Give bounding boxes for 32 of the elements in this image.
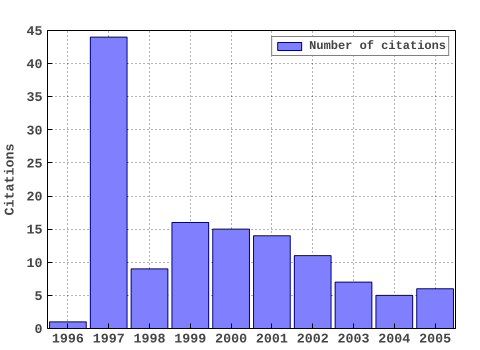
x-tick-label: 2001 <box>256 332 288 348</box>
bar <box>375 294 414 328</box>
y-tick-label: 10 <box>26 256 43 272</box>
bar <box>416 288 454 328</box>
x-tick-label: 2003 <box>338 332 370 348</box>
y-tick-label: 45 <box>26 25 43 40</box>
y-tick-label: 35 <box>26 91 43 106</box>
y-axis-title: Citations <box>4 144 19 216</box>
y-tick-label: 15 <box>26 224 43 239</box>
x-tick-label: 2004 <box>378 332 410 348</box>
bar <box>253 235 291 328</box>
x-tick-label: 2005 <box>419 332 452 348</box>
x-tick-label: 1996 <box>52 332 84 348</box>
bar <box>212 228 250 328</box>
x-tick-label: 2000 <box>215 332 248 348</box>
y-tick-label: 40 <box>26 58 43 74</box>
x-tick-label: 1999 <box>174 332 206 348</box>
y-tick-label: 5 <box>34 290 42 305</box>
y-tick-label: 0 <box>34 323 42 338</box>
x-tick-label: 1997 <box>92 332 125 348</box>
bar <box>171 222 210 328</box>
bar <box>90 36 128 328</box>
bar <box>49 321 87 328</box>
bar <box>130 268 168 328</box>
x-tick-label: 1998 <box>134 332 166 348</box>
y-tick-label: 20 <box>26 190 43 206</box>
y-tick-label: 30 <box>26 124 43 140</box>
y-tick-label: 25 <box>26 157 43 172</box>
x-tick-label: 2002 <box>296 332 329 348</box>
bar <box>334 282 372 328</box>
legend-label: Number of citations <box>309 39 446 53</box>
bar <box>294 255 332 328</box>
